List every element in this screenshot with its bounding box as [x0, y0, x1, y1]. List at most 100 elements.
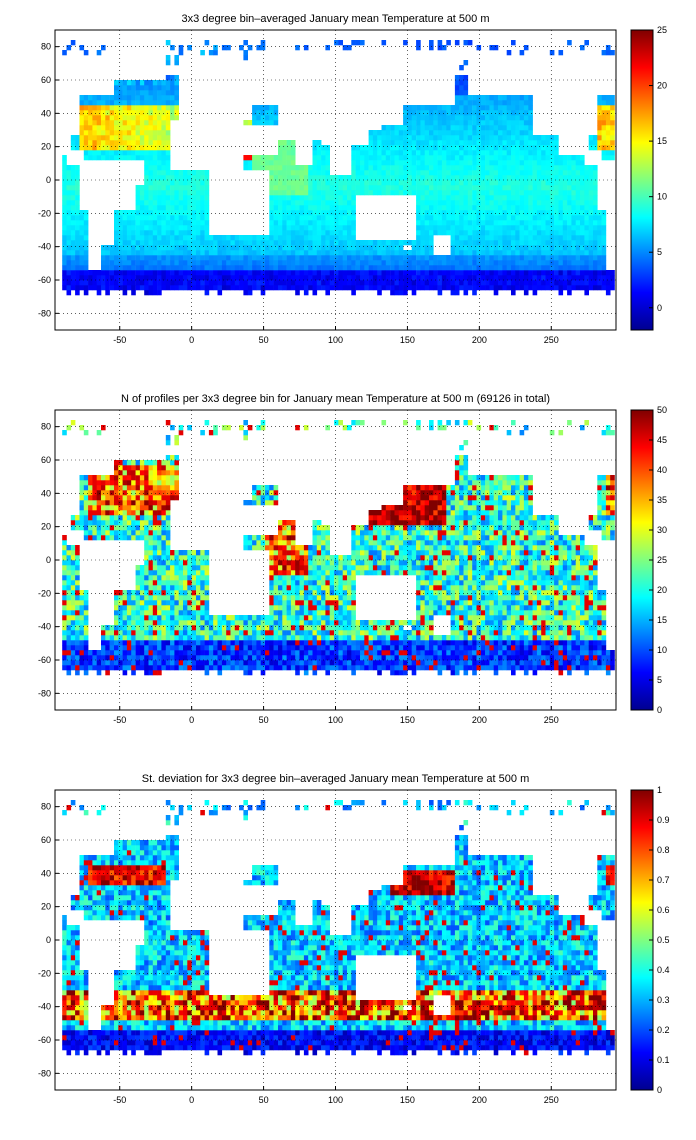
heatmap-cell: [562, 280, 568, 286]
heatmap-cell: [316, 180, 322, 186]
heatmap-cell: [303, 265, 309, 271]
heatmap-cell: [148, 490, 154, 496]
heatmap-cell: [79, 490, 85, 496]
heatmap-cell: [126, 640, 132, 646]
heatmap-cell: [204, 640, 210, 646]
heatmap-cell: [92, 490, 97, 496]
heatmap-cell: [420, 145, 425, 151]
heatmap-cell: [152, 170, 158, 176]
heatmap-cell: [126, 655, 132, 661]
heatmap-cell: [329, 220, 335, 226]
heatmap-cell: [221, 635, 227, 641]
heatmap-cell: [502, 185, 507, 191]
heatmap-cell: [161, 190, 166, 196]
heatmap-cell: [593, 170, 598, 176]
heatmap-cell: [347, 280, 352, 286]
heatmap-cell: [562, 265, 568, 271]
heatmap-cell: [377, 240, 382, 246]
heatmap-cell: [157, 125, 162, 131]
heatmap-cell: [498, 125, 503, 131]
heatmap-cell: [139, 250, 145, 256]
heatmap-cell: [269, 180, 274, 186]
heatmap-cell: [83, 100, 89, 106]
heatmap-cell: [208, 620, 214, 626]
heatmap-cell: [450, 230, 456, 236]
heatmap-cell: [334, 260, 339, 266]
heatmap-cell: [342, 270, 348, 276]
heatmap-cell: [105, 530, 110, 536]
heatmap-cell: [96, 665, 102, 671]
heatmap-cell: [493, 195, 499, 201]
heatmap-cell: [446, 265, 451, 271]
heatmap-cell: [316, 240, 322, 246]
heatmap-cell: [88, 505, 93, 511]
heatmap-cell: [62, 285, 67, 291]
heatmap-cell: [204, 215, 210, 221]
heatmap-cell: [299, 170, 305, 176]
heatmap-cell: [472, 145, 477, 151]
heatmap-cell: [83, 500, 89, 506]
heatmap-cell: [148, 635, 154, 641]
heatmap-cell: [221, 240, 227, 246]
heatmap-cell: [247, 425, 253, 431]
heatmap-cell: [152, 100, 158, 106]
heatmap-cell: [347, 285, 352, 291]
heatmap-cell: [385, 280, 391, 286]
heatmap-cell: [174, 265, 179, 271]
heatmap-cell: [498, 105, 503, 111]
heatmap-cell: [407, 255, 412, 261]
heatmap-cell: [83, 655, 89, 661]
heatmap-cell: [278, 280, 283, 286]
heatmap-cell: [62, 605, 67, 611]
heatmap-cell: [536, 215, 542, 221]
heatmap-cell: [593, 245, 598, 251]
heatmap-cell: [187, 595, 192, 601]
heatmap-cell: [165, 190, 171, 196]
heatmap-cell: [256, 270, 261, 276]
heatmap-cell: [459, 65, 464, 71]
heatmap-cell: [511, 225, 516, 231]
heatmap-cell: [351, 210, 356, 216]
heatmap-cell: [122, 260, 128, 266]
grid: [55, 30, 616, 330]
heatmap-cell: [403, 135, 408, 141]
heatmap-cell: [278, 205, 283, 211]
heatmap-cell: [476, 125, 482, 131]
heatmap-cell: [196, 560, 201, 566]
heatmap-cell: [196, 265, 201, 271]
heatmap-cell: [420, 260, 425, 266]
heatmap-cell: [480, 205, 486, 211]
heatmap-cell: [593, 250, 598, 256]
heatmap-cell: [489, 175, 494, 181]
heatmap-cell: [92, 510, 97, 516]
heatmap-cell: [541, 200, 546, 206]
heatmap-cell: [204, 285, 210, 291]
heatmap-cell: [191, 200, 197, 206]
heatmap-cell: [416, 180, 421, 186]
heatmap-cell: [217, 620, 223, 626]
heatmap-cell: [312, 250, 318, 256]
heatmap-cell: [278, 160, 283, 166]
heatmap-cell: [321, 215, 326, 221]
heatmap-cell: [532, 285, 538, 291]
heatmap-cell: [429, 235, 434, 241]
heatmap-cell: [498, 145, 503, 151]
heatmap-cell: [174, 660, 179, 666]
heatmap-cell: [485, 110, 490, 116]
heatmap-cell: [170, 255, 175, 261]
heatmap-cell: [441, 45, 447, 51]
heatmap-cell: [174, 620, 179, 626]
heatmap-cell: [96, 670, 102, 676]
heatmap-cell: [450, 120, 456, 126]
heatmap-cell: [183, 250, 188, 256]
heatmap-cell: [230, 245, 236, 251]
heatmap-cell: [118, 140, 123, 146]
heatmap-cell: [243, 625, 248, 631]
heatmap-cell: [489, 215, 494, 221]
heatmap-cell: [161, 500, 166, 506]
heatmap-cell: [144, 270, 149, 276]
heatmap-cell: [213, 620, 218, 626]
heatmap-cell: [476, 220, 482, 226]
heatmap-cell: [588, 205, 594, 211]
heatmap-cell: [420, 160, 425, 166]
